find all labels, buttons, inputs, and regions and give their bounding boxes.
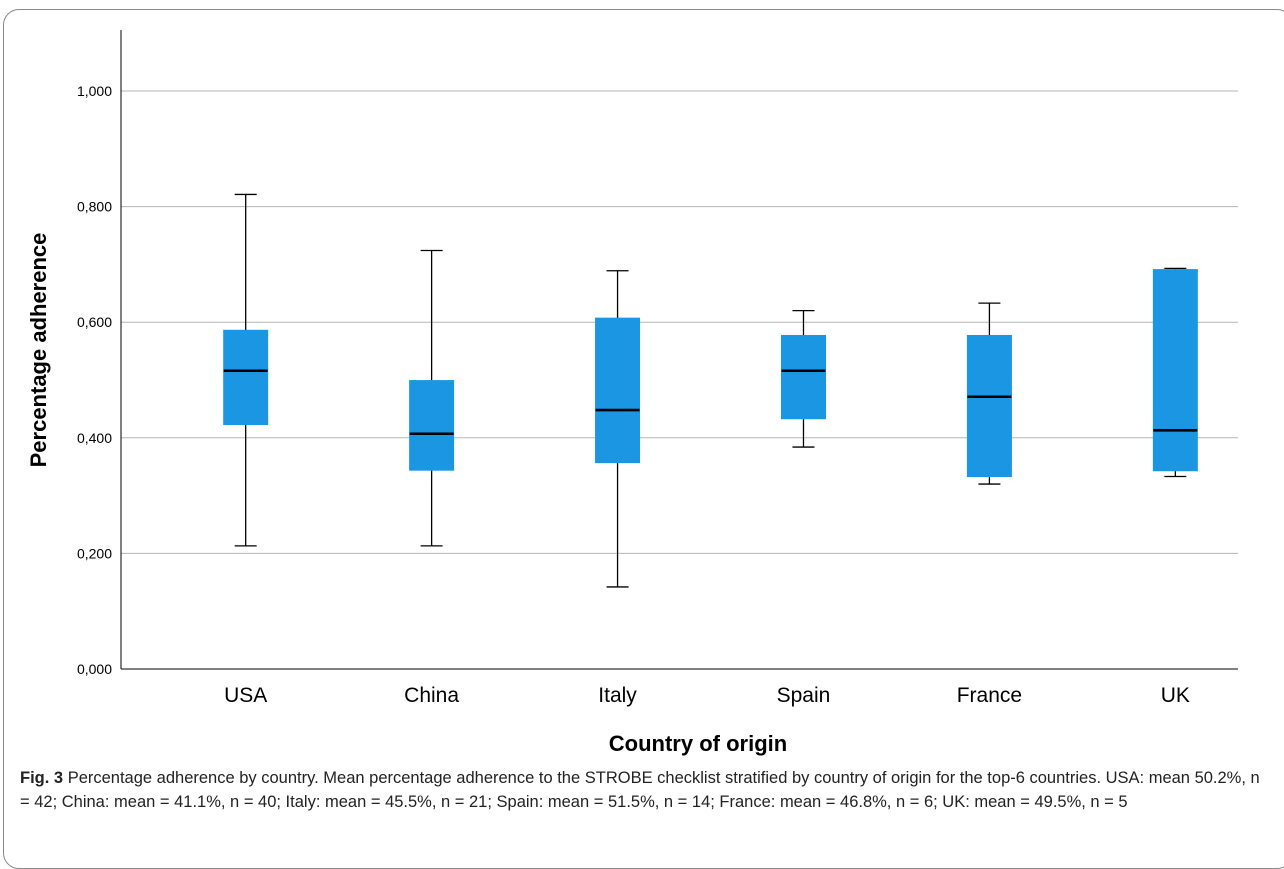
box-italy bbox=[595, 270, 641, 588]
iqr-box bbox=[966, 334, 1012, 478]
iqr-box bbox=[780, 334, 826, 420]
x-tick-label: France bbox=[957, 684, 1022, 707]
figure-caption: Fig. 3 Percentage adherence by country. … bbox=[20, 766, 1270, 814]
y-tick-labels: 0,000 0,200 0,400 0,600 0,800 1,000 bbox=[77, 83, 112, 677]
box-usa bbox=[223, 193, 269, 547]
x-tick-label: Italy bbox=[598, 684, 637, 707]
figure-frame bbox=[3, 9, 1284, 869]
iqr-box bbox=[1152, 269, 1198, 472]
gridlines bbox=[121, 90, 1238, 554]
y-tick-label: 0,800 bbox=[77, 199, 112, 215]
box-uk bbox=[1152, 267, 1198, 478]
iqr-box bbox=[223, 329, 269, 426]
caption-label: Fig. 3 bbox=[20, 769, 64, 787]
y-tick-label: 1,000 bbox=[77, 83, 112, 99]
x-tick-labels: USA China Italy Spain France UK bbox=[224, 684, 1190, 707]
iqr-box bbox=[409, 380, 455, 471]
box-china bbox=[409, 249, 455, 547]
x-tick-label: China bbox=[404, 684, 459, 707]
y-tick-label: 0,000 bbox=[77, 661, 112, 677]
y-axis-title: Percentage adherence bbox=[26, 233, 51, 468]
y-tick-label: 0,600 bbox=[77, 314, 112, 330]
box-france bbox=[966, 302, 1012, 485]
x-tick-label: UK bbox=[1161, 684, 1190, 707]
x-tick-label: USA bbox=[224, 684, 267, 707]
caption-text: Percentage adherence by country. Mean pe… bbox=[20, 769, 1260, 811]
iqr-box bbox=[595, 317, 641, 464]
y-tick-label: 0,400 bbox=[77, 430, 112, 446]
box-spain bbox=[780, 309, 826, 448]
y-tick-label: 0,200 bbox=[77, 545, 112, 561]
x-axis-title: Country of origin bbox=[609, 731, 787, 756]
boxplot-chart: 0,000 0,200 0,400 0,600 0,800 1,000 USA China I… bbox=[26, 30, 1238, 756]
boxes bbox=[223, 193, 1198, 588]
x-tick-label: Spain bbox=[777, 684, 831, 707]
